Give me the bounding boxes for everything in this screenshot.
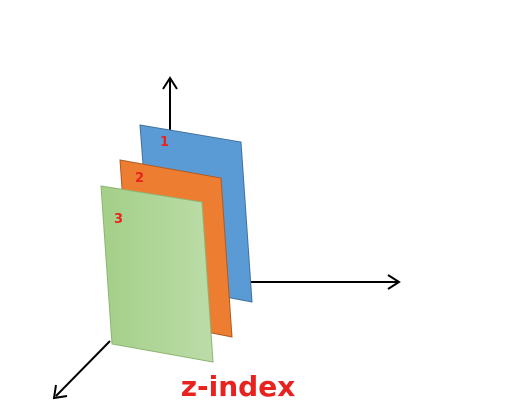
y-axis-arrow xyxy=(162,76,178,130)
x-axis-arrow xyxy=(248,274,401,290)
layer-3-label: 3 xyxy=(114,212,123,227)
layer-3: 3 xyxy=(100,185,214,363)
layer-3-plane xyxy=(100,185,214,363)
diagram-caption: z-index xyxy=(181,370,296,403)
layer-2-label: 2 xyxy=(135,171,144,186)
z-axis-arrow xyxy=(52,340,111,400)
layer-1-label: 1 xyxy=(160,135,169,150)
